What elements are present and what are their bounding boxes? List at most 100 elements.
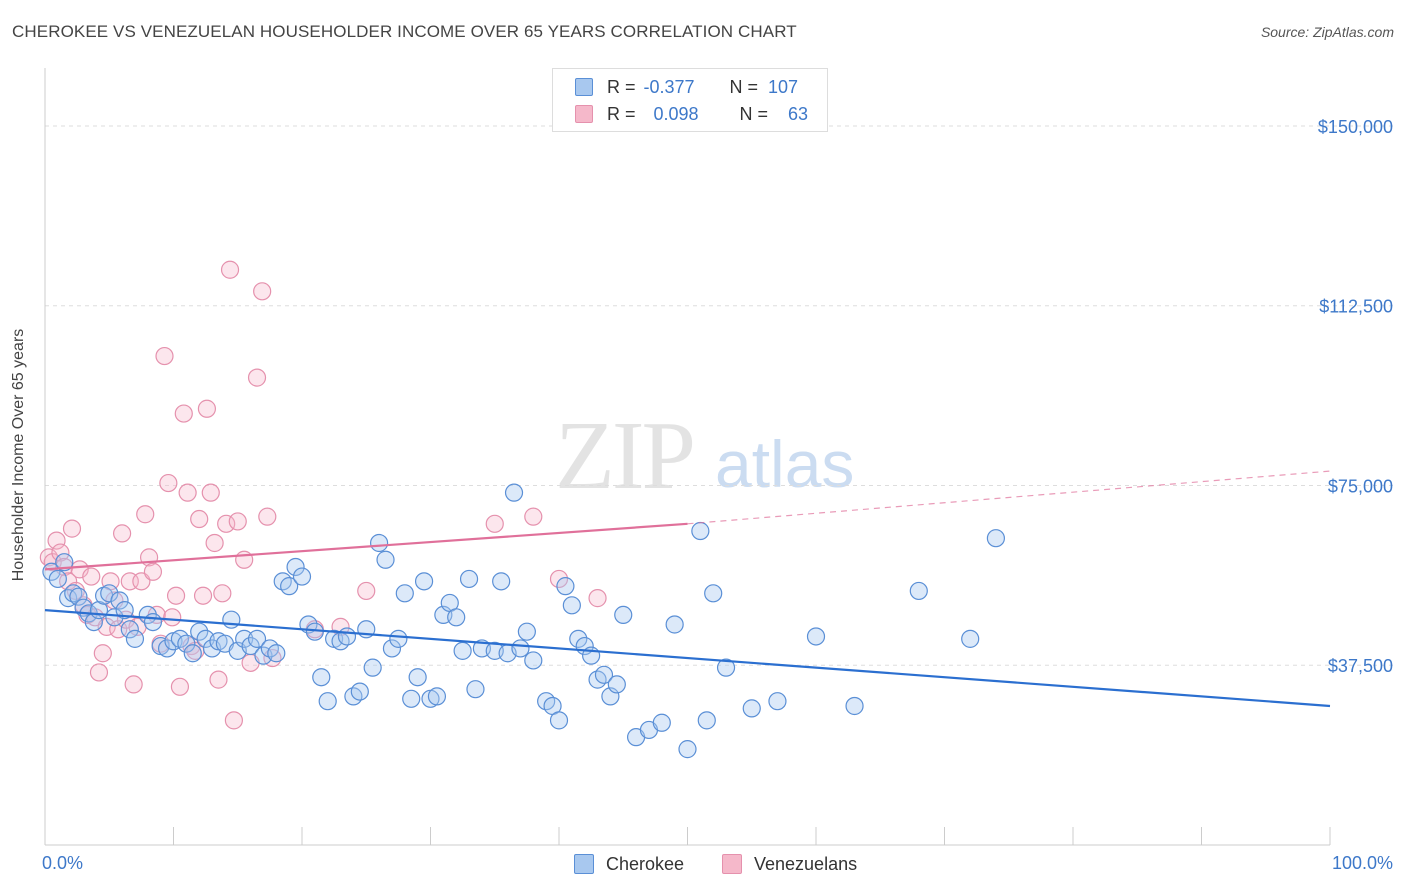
venezuelans-point	[253, 282, 272, 301]
cherokee-point	[318, 692, 337, 711]
cherokee-point	[363, 658, 382, 677]
cherokee-point	[768, 692, 787, 711]
cherokee-point	[607, 675, 626, 694]
cherokee-point	[241, 636, 260, 656]
cherokee-point	[524, 651, 543, 670]
venezuelans-point	[524, 507, 543, 526]
grid-layer	[45, 125, 1395, 666]
venezuelans-point	[247, 368, 267, 387]
y-tick-label: $37,500	[1328, 656, 1393, 676]
cherokee-point	[376, 550, 395, 569]
venezuelans-point	[190, 509, 209, 529]
cherokee-point	[742, 699, 761, 718]
cherokee-point	[492, 572, 511, 591]
legend-n-label: N =	[729, 76, 759, 97]
venezuelans-point	[213, 584, 232, 603]
cherokee-point	[55, 553, 74, 572]
venezuelans-point	[93, 644, 112, 663]
cherokee-point	[504, 483, 524, 502]
cherokee-point	[115, 601, 134, 620]
cherokee-point	[594, 665, 614, 684]
venezuelans-point	[588, 589, 607, 608]
cherokee-point	[614, 605, 633, 625]
cherokee-point	[280, 577, 299, 596]
cherokee-point	[267, 644, 286, 663]
venezuelans-point	[143, 562, 163, 581]
venezuelans-point	[201, 483, 220, 502]
venezuelans-point	[112, 524, 132, 543]
cherokee-point	[370, 533, 389, 553]
tick-labels: $37,500 $75,000 $112,500 $150,000 0.0% 100.0%	[42, 117, 1393, 873]
venezuelans-point	[193, 586, 213, 605]
bottom-legend-venezuelans: Venezuelans	[722, 852, 857, 876]
cherokee-trend-line	[44, 609, 1331, 708]
cherokee-point	[125, 629, 145, 648]
cherokee-point	[382, 639, 402, 658]
venezuelans-trend-extension	[687, 470, 1331, 525]
cherokee-point	[395, 584, 414, 603]
cherokee-point	[909, 581, 928, 601]
venezuelans-points	[39, 260, 607, 730]
cherokee-point	[806, 627, 826, 646]
venezuelans-legend-icon	[722, 854, 742, 874]
cherokee-point	[157, 639, 177, 658]
venezuelans-point	[47, 531, 66, 550]
legend-label-venezuelans: Venezuelans	[754, 853, 858, 874]
bottom-legend-cherokee: Cherokee	[574, 852, 684, 876]
cherokee-points	[42, 483, 1006, 759]
cherokee-point	[292, 567, 312, 586]
cherokee-point	[408, 668, 427, 687]
cherokee-point	[691, 521, 710, 541]
cherokee-point	[247, 629, 267, 648]
cherokee-point	[845, 696, 864, 716]
cherokee-point	[427, 687, 447, 706]
legend-r-value-cherokee: -0.377	[643, 76, 695, 97]
cherokee-swatch-icon	[575, 78, 593, 96]
cherokee-point	[100, 584, 119, 603]
cherokee-point	[48, 569, 67, 589]
venezuelans-point	[485, 514, 504, 533]
cherokee-point	[466, 680, 485, 699]
watermark-atlas: atlas	[715, 427, 855, 501]
cherokee-point	[569, 629, 588, 648]
cherokee-point	[222, 610, 241, 629]
venezuelans-point	[82, 567, 101, 586]
x-tick-label: 0.0%	[42, 853, 83, 873]
legend-r-label: R =	[607, 103, 636, 124]
cherokee-point	[549, 711, 569, 730]
watermark-zip: ZIP	[555, 402, 696, 510]
venezuelans-point	[258, 507, 277, 526]
cherokee-point	[697, 711, 716, 730]
venezuelans-point	[166, 586, 186, 605]
cherokee-point	[110, 591, 129, 610]
cherokee-point	[704, 584, 723, 603]
cherokee-point	[517, 622, 536, 641]
cherokee-point	[402, 689, 421, 708]
venezuelans-point	[549, 569, 569, 589]
venezuelans-point	[155, 346, 174, 366]
cherokee-point	[511, 639, 530, 658]
venezuelans-point	[178, 483, 197, 502]
cherokee-point	[312, 668, 331, 687]
venezuelans-point	[89, 663, 109, 682]
cherokee-point	[190, 622, 209, 641]
venezuelans-point	[220, 260, 240, 279]
venezuelans-point	[217, 514, 236, 533]
venezuelans-point	[163, 608, 182, 627]
cherokee-point	[414, 572, 434, 591]
legend-label-cherokee: Cherokee	[606, 853, 685, 874]
venezuelans-point	[174, 404, 193, 423]
cherokee-point	[961, 629, 980, 648]
chart-title: CHEROKEE VS VENEZUELAN HOUSEHOLDER INCOM…	[12, 22, 797, 41]
cherokee-point	[350, 682, 369, 701]
venezuelans-point	[209, 670, 228, 689]
legend-row-venezuelans: R = 0.098 N = 63	[575, 102, 808, 126]
y-tick-label: $75,000	[1328, 476, 1393, 496]
venezuelans-point	[136, 505, 155, 524]
cherokee-point	[143, 612, 163, 632]
cherokee-legend-icon	[574, 854, 594, 874]
cherokee-point	[64, 584, 83, 603]
venezuelans-point	[197, 399, 217, 418]
venezuelans-trend-line	[44, 522, 688, 571]
